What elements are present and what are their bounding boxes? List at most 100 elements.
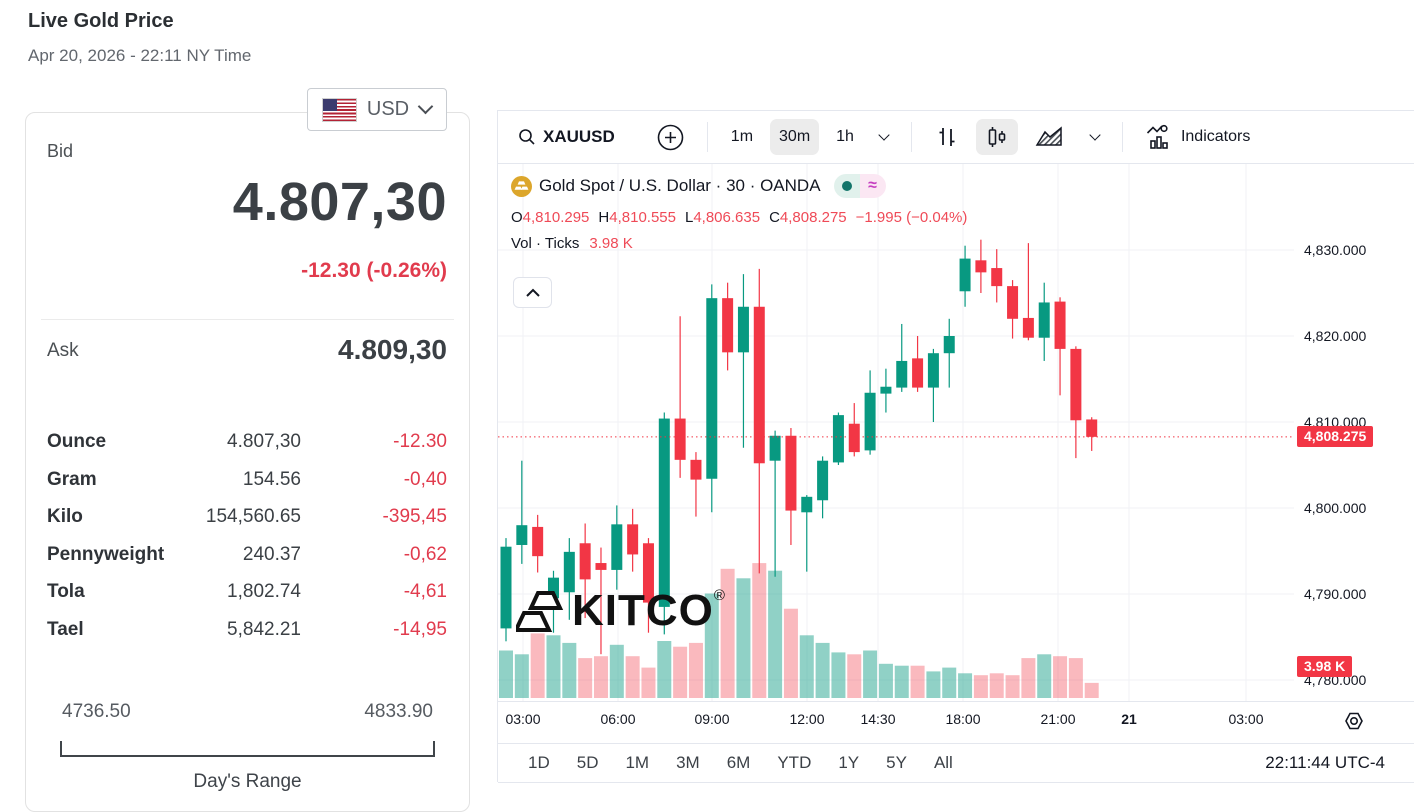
change-value: −1.995 (−0.04%) (855, 209, 968, 226)
price-axis-label: 4,790.000 (1304, 586, 1367, 602)
candle-body (500, 546, 512, 629)
divider (706, 122, 708, 152)
candle-body (927, 353, 939, 388)
volume-bar (1068, 658, 1083, 698)
range-1y-button[interactable]: 1Y (838, 753, 860, 772)
volume-bar (530, 633, 545, 698)
unit-label: Gram (47, 468, 97, 490)
axis-settings-gear-icon[interactable] (1343, 710, 1365, 732)
candle-body (595, 563, 607, 570)
time-axis-label: 21:00 (1040, 711, 1076, 727)
candle-body (975, 260, 987, 273)
chart-clock[interactable]: 22:11:44 UTC-4 (1265, 753, 1385, 772)
volume-bar (863, 650, 878, 698)
candle-body (1038, 302, 1050, 338)
bid-price: 4.807,30 (232, 172, 447, 232)
divider (1121, 122, 1123, 152)
area-style-button[interactable] (1026, 119, 1074, 155)
volume-bar (894, 665, 909, 698)
range-5d-button[interactable]: 5D (576, 753, 599, 772)
volume-bar (688, 642, 703, 698)
unit-label: Tola (47, 581, 85, 603)
candle-body (880, 386, 892, 394)
interval-30m-button[interactable]: 30m (770, 119, 820, 155)
unit-change: -14,95 (393, 619, 447, 640)
day-range-label: Day's Range (193, 771, 302, 792)
compare-add-button[interactable] (648, 119, 693, 155)
range-5y-button[interactable]: 5Y (886, 753, 907, 772)
currency-label: USD (366, 98, 410, 120)
candle-body (864, 392, 876, 451)
time-axis-label: 09:00 (694, 711, 730, 727)
time-axis-label: 03:00 (1228, 711, 1264, 727)
candlestick-chart[interactable] (498, 164, 1414, 701)
low-value: 4,806.635 (693, 209, 761, 226)
candle-body (943, 336, 955, 354)
volume-bar (847, 654, 862, 698)
symbol-search-button[interactable]: XAUUSD (508, 119, 624, 155)
candle-body (801, 496, 813, 513)
area-style-icon (1035, 126, 1062, 146)
range-1d-button[interactable]: 1D (528, 753, 550, 772)
market-status-pill[interactable]: ≈ (833, 174, 886, 198)
candle-body (658, 418, 670, 607)
market-open-dot-icon (841, 181, 852, 191)
price-axis-label: 4,830.000 (1304, 242, 1367, 258)
indicators-button[interactable]: Indicators (1137, 119, 1259, 155)
table-row: Tael 5,842.21 -14,95 (47, 619, 447, 649)
indicators-icon (1146, 124, 1168, 149)
day-range-bracket (60, 741, 435, 757)
candle-body (785, 435, 797, 511)
candle-body (832, 415, 844, 463)
candle-body (627, 524, 639, 555)
gold-coin-icon (511, 175, 532, 197)
time-axis[interactable]: 03:00 06:00 09:00 12:00 14:30 18:00 21:00 21 03:… (498, 701, 1414, 743)
candle-body (722, 298, 734, 353)
ohlc-values: O4,810.295 H4,810.555 L4,806.635 C4,808.… (511, 209, 968, 226)
volume-bar (514, 654, 529, 698)
volume-bar (989, 673, 1004, 698)
volume-bar (752, 563, 767, 698)
candle-body (706, 298, 718, 479)
range-1m-button[interactable]: 1M (625, 753, 650, 772)
unit-label: Kilo (47, 506, 83, 528)
unit-change: -4,61 (403, 581, 447, 603)
price-axis-label: 4,800.000 (1304, 500, 1367, 516)
price-axis[interactable]: 4,808.275 3.98 K 4,830.000 4,820.000 4,810… (1294, 164, 1414, 701)
interval-1m-button[interactable]: 1m (730, 128, 754, 145)
unit-change: -0,62 (403, 543, 447, 565)
unit-change: -12.30 (393, 431, 447, 452)
interval-menu-button[interactable] (871, 119, 897, 155)
range-ytd-button[interactable]: YTD (777, 753, 812, 772)
unit-value: 4.807,30 (227, 431, 301, 452)
high-value: 4,810.555 (609, 209, 676, 226)
indicators-label: Indicators (1180, 128, 1251, 145)
search-icon (519, 129, 535, 145)
bar-style-button[interactable] (926, 119, 968, 155)
unit-label: Tael (47, 619, 84, 640)
chevron-up-icon (525, 288, 540, 297)
candle-body (690, 459, 702, 480)
range-3m-button[interactable]: 3M (676, 753, 700, 772)
us-flag-icon (321, 97, 357, 122)
volume-bar (1084, 682, 1099, 698)
style-menu-button[interactable] (1082, 119, 1108, 155)
currency-selector[interactable]: USD (307, 88, 447, 131)
divider (910, 122, 912, 152)
day-range-low: 4736.50 (62, 701, 131, 722)
volume-badge: 3.98 K (1297, 655, 1353, 677)
range-6m-button[interactable]: 6M (726, 753, 751, 772)
candle-body (1007, 286, 1019, 319)
volume-bar (499, 650, 513, 698)
candle-body (532, 526, 544, 557)
volume-bar (593, 656, 608, 698)
interval-1h-button[interactable]: 1h (836, 128, 854, 145)
candle-body (579, 543, 591, 580)
candle-body (563, 551, 575, 593)
chart-symbol-title: Gold Spot / U.S. Dollar · 30 · OANDA (539, 176, 821, 195)
candles-style-button[interactable] (975, 119, 1018, 155)
range-all-button[interactable]: All (933, 753, 953, 772)
unit-change: -0,40 (403, 468, 447, 490)
chart-plot-area[interactable]: Gold Spot / U.S. Dollar · 30 · OANDA ≈ O… (498, 164, 1414, 701)
legend-collapse-button[interactable] (513, 277, 552, 308)
